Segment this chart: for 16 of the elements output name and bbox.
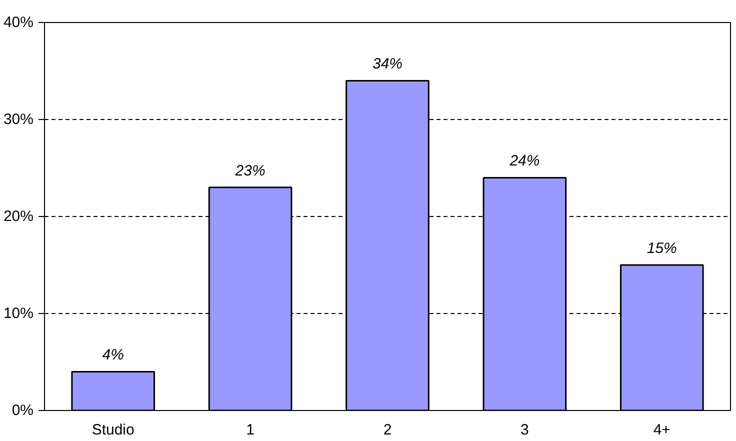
y-tick-label: 10%: [3, 305, 34, 322]
x-tick-label: 3: [520, 422, 529, 438]
y-tick-label: 0%: [12, 402, 34, 419]
y-tick-label: 40%: [3, 14, 34, 31]
data-label: 23%: [234, 162, 266, 180]
y-tick-label: 20%: [3, 208, 34, 225]
bar: [71, 370, 156, 410]
x-tick-label: 1: [246, 422, 254, 438]
y-tick-label: 30%: [3, 111, 34, 128]
x-tick-label: 2: [383, 422, 392, 438]
x-tick-label: Studio: [92, 422, 134, 438]
data-label: 24%: [508, 152, 540, 170]
data-label: 15%: [646, 240, 677, 257]
data-label: 4%: [102, 346, 124, 364]
x-tick-label: 4+: [653, 422, 671, 438]
data-label: 34%: [372, 56, 403, 73]
